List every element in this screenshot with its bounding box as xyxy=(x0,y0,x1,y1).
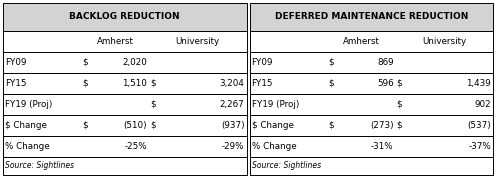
Text: (510): (510) xyxy=(124,121,147,130)
Text: $: $ xyxy=(82,58,88,67)
Text: $: $ xyxy=(328,58,334,67)
Text: BACKLOG REDUCTION: BACKLOG REDUCTION xyxy=(69,12,180,21)
Text: Source: Sightlines: Source: Sightlines xyxy=(5,161,74,170)
Text: $ Change: $ Change xyxy=(5,121,47,130)
Text: 1,439: 1,439 xyxy=(466,79,491,88)
Text: DEFERRED MAINTENANCE REDUCTION: DEFERRED MAINTENANCE REDUCTION xyxy=(275,12,468,21)
Text: $: $ xyxy=(150,121,156,130)
Text: $: $ xyxy=(397,100,402,109)
Bar xyxy=(249,136,493,157)
Text: (273): (273) xyxy=(370,121,394,130)
Bar xyxy=(249,31,493,52)
Text: Amherst: Amherst xyxy=(97,36,133,46)
Text: University: University xyxy=(176,36,220,46)
Text: -29%: -29% xyxy=(222,142,245,151)
Bar xyxy=(249,73,493,94)
Bar xyxy=(3,94,247,115)
Bar xyxy=(3,115,247,136)
Bar xyxy=(249,52,493,73)
Bar xyxy=(3,157,247,175)
Text: FY09: FY09 xyxy=(251,58,273,67)
Bar xyxy=(249,94,493,115)
Bar xyxy=(249,157,493,175)
Text: (537): (537) xyxy=(467,121,491,130)
Text: $: $ xyxy=(82,121,88,130)
Text: FY15: FY15 xyxy=(5,79,26,88)
Text: $ Change: $ Change xyxy=(251,121,293,130)
Bar xyxy=(3,136,247,157)
Bar xyxy=(3,73,247,94)
Text: % Change: % Change xyxy=(5,142,50,151)
Text: $: $ xyxy=(150,100,156,109)
Text: % Change: % Change xyxy=(251,142,296,151)
Text: Source: Sightlines: Source: Sightlines xyxy=(251,161,320,170)
Text: Amherst: Amherst xyxy=(343,36,380,46)
Text: FY15: FY15 xyxy=(251,79,273,88)
Text: $: $ xyxy=(328,79,334,88)
Text: 596: 596 xyxy=(377,79,394,88)
Text: $: $ xyxy=(397,79,402,88)
Text: 902: 902 xyxy=(474,100,491,109)
Text: FY19 (Proj): FY19 (Proj) xyxy=(5,100,53,109)
Text: -31%: -31% xyxy=(371,142,394,151)
Text: FY19 (Proj): FY19 (Proj) xyxy=(251,100,299,109)
Text: 1,510: 1,510 xyxy=(122,79,147,88)
Text: $: $ xyxy=(397,121,402,130)
Text: 2,020: 2,020 xyxy=(122,58,147,67)
Text: $: $ xyxy=(150,79,156,88)
Text: -25%: -25% xyxy=(124,142,147,151)
Text: 869: 869 xyxy=(377,58,394,67)
Bar xyxy=(3,3,247,31)
Text: $: $ xyxy=(328,121,334,130)
Text: 3,204: 3,204 xyxy=(220,79,245,88)
Text: FY09: FY09 xyxy=(5,58,26,67)
Text: $: $ xyxy=(82,79,88,88)
Text: (937): (937) xyxy=(221,121,245,130)
Text: University: University xyxy=(422,36,466,46)
Bar xyxy=(3,52,247,73)
Text: -37%: -37% xyxy=(468,142,491,151)
Text: 2,267: 2,267 xyxy=(220,100,245,109)
Bar xyxy=(249,3,493,31)
Bar xyxy=(3,31,247,52)
Bar xyxy=(249,115,493,136)
